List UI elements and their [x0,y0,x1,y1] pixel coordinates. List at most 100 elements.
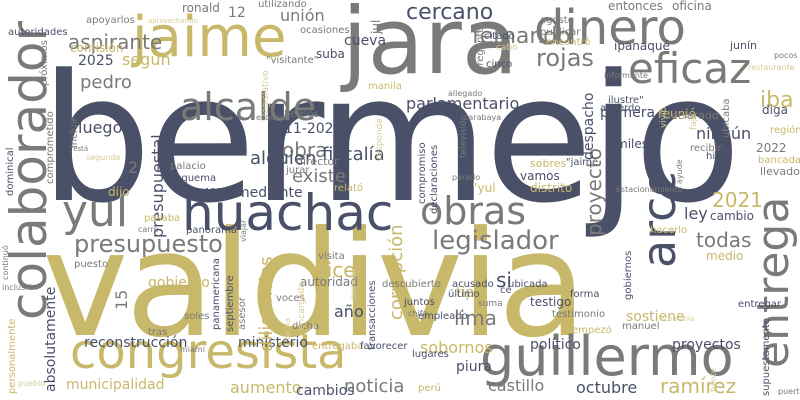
word-proyectos: proyectos [672,337,741,353]
word-transacciones: transacciones [367,280,378,350]
word-panorama: panorama [186,225,238,236]
word-legislativo: legislativo [261,70,271,116]
word-relato: relató [334,183,363,194]
word-compromiso: compromiso [417,142,428,204]
word-huachac: huachac [182,184,394,242]
word-esta-quote: "está [70,145,89,153]
word-region: región [770,125,800,136]
word-2021: 2021 [712,188,763,212]
word-dinero: dinero [534,0,686,56]
word-hacerlo: hacerlo [650,225,688,236]
word-ce: ce [500,285,512,296]
word-despacho: despacho [581,92,597,160]
word-ley: ley [684,204,708,223]
word-11-2024: 11-2024 [284,121,343,137]
word-fajo: fajo [689,113,699,130]
word-ministerio: ministerio [238,335,308,351]
word-tipo: tipo [456,285,483,301]
word-distrito: distrito [530,181,573,195]
word-reunio: reunió [658,107,696,121]
word-miles: miles [616,137,648,151]
word-alguien: alguien [250,148,317,169]
word-obras: obras [420,189,527,233]
word-octubre: octubre [576,378,638,397]
word-2: 2 [128,158,139,177]
word-ocasiones: ocasiones [300,25,350,36]
word-descubierto: descubierto [382,279,441,290]
word-fernando: fernando [472,24,571,49]
word-pregunta: pregunta [475,26,486,72]
word-existe: existe [292,166,346,187]
word-legislador: legislador [432,226,559,256]
word-ningun: ningún [696,124,752,143]
word-pueblo: pueblo [18,379,46,388]
word-cinco: cinco [486,59,513,70]
word-noticia: noticia [344,376,405,397]
word-entonces: entonces [608,0,663,13]
word-suma: suma [478,299,503,309]
word-12: 12 [228,5,246,21]
word-llevado: llevado [760,165,800,178]
word-soles: soles [184,311,210,322]
word-dominical: dominical [5,147,16,196]
word-apoyarlos: apoyarlos [86,15,135,26]
word-segun: según [122,50,171,69]
word-oficina: oficina [672,0,712,13]
word-todas: todas [696,228,752,252]
word-entregaba: entregaba [312,341,364,352]
word-segunda: segunda [86,153,121,162]
word-comision: comisión [70,41,124,55]
word-si: si [496,268,512,292]
word-testigo: testigo [530,295,572,309]
word-rojas: rojas [536,44,594,72]
word-jaime: jaime [132,5,287,70]
word-voces: voces [276,293,305,304]
word-supuestamente: supuestamente [761,318,772,396]
word-autoridad: autoridad [300,275,358,289]
word-frente: frente [709,368,718,392]
word-union: unión [280,6,325,25]
word-encargado: encargado [297,282,307,330]
word-declaraciones: declaraciones [429,144,440,214]
word-ipanaque: ipanaqué [614,39,670,53]
word-alcalde: alcalde [180,85,317,129]
word-manila: manila [368,81,402,92]
word-dice: dice [314,258,356,282]
word-ramirez: ramírez [660,374,737,398]
word-absolutamente: absolutamente [43,286,59,392]
word-pedro: pedro [80,72,132,93]
word-septiembre: septiembre [225,275,236,332]
word-director: director [296,155,339,168]
word-obra: obra [282,138,328,162]
word-valdivia: valdivia [42,200,587,370]
word-responde: responde [375,118,385,160]
word-jul: jul [369,19,383,34]
word-recibir: recibir [690,143,722,154]
word-puerta: puerta [778,387,800,396]
word-tras: tras [148,327,168,338]
word-berrios: berríos [284,109,319,120]
word-diga: diga [762,103,788,117]
word-chifa: chifa [408,309,428,318]
word-ubicada: ubicada [508,279,548,290]
word-informante: informante [604,71,648,80]
word-viajar: viajar [239,219,248,242]
word-castillo: castillo [488,376,545,395]
word-reconstruccion: reconstrucción [84,335,188,351]
word-lugares: lugares [412,349,449,360]
word-yul-quote: "yul [472,181,496,195]
word-personalmente: personalmente [7,318,18,395]
word-guillermo: guillermo [480,325,734,388]
word-ronald: ronald [182,1,220,15]
word-peru: perú [418,383,441,394]
word-testimonio: testimonio [552,309,606,320]
word-vivio: vivió [659,106,669,128]
word-encontro: encontró [546,37,591,48]
word-yul: yul [62,186,129,237]
word-lima: lima [454,306,497,330]
word-bermejo: bermejo [40,37,742,242]
word-ubicaba: ubicaba [721,98,732,138]
word-cambio: cambio [710,209,754,223]
word-hizo: hizo [706,151,727,162]
